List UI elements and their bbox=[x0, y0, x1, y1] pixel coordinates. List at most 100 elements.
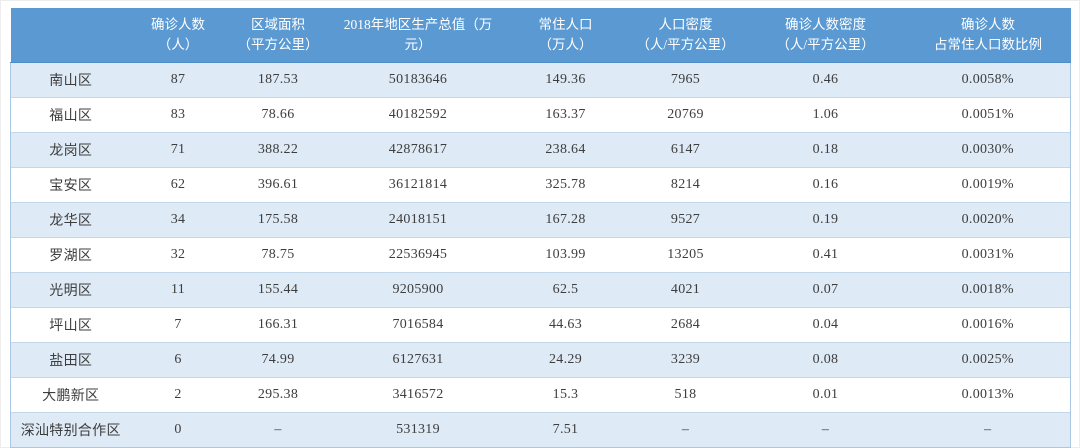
table-cell: 0.0031% bbox=[905, 237, 1071, 273]
table-cell: 2684 bbox=[625, 307, 746, 343]
table-cell: 78.66 bbox=[225, 97, 331, 133]
district-name: 宝安区 bbox=[10, 167, 131, 203]
table-cell: 0.0051% bbox=[905, 97, 1071, 133]
header-line: （人/平方公里） bbox=[776, 37, 875, 52]
table-row-深汕特别合作区: 深汕特别合作区 0–531319 7.51– – – bbox=[10, 412, 1071, 448]
table-cell: 325.78 bbox=[505, 167, 626, 203]
table-cell: 42878617 bbox=[330, 132, 506, 168]
table-cell: 11 bbox=[130, 272, 226, 308]
district-name: 罗湖区 bbox=[10, 237, 131, 273]
table-cell: 32 bbox=[130, 237, 226, 273]
table-cell: 166.31 bbox=[225, 307, 331, 343]
table-cell: 9205900 bbox=[330, 272, 506, 308]
header-row: 确诊人数 （人） 区域面积 （平方公里） 2018年地区生产总值（万 元） 常住人口 （万人）… bbox=[10, 8, 1071, 63]
table-cell: 1.06 bbox=[745, 97, 906, 133]
header-line: 元） bbox=[404, 37, 432, 52]
column-header-1: 确诊人数 （人） bbox=[130, 8, 226, 63]
header-line: 2018年地区生产总值（万 bbox=[343, 17, 493, 32]
table-cell: 22536945 bbox=[330, 237, 506, 273]
table-row-罗湖区: 罗湖区 32 78.75 22536945 103.99 13205 0.41 0.0031% bbox=[10, 237, 1071, 273]
table-cell: 0.01 bbox=[745, 377, 906, 413]
table-cell: 4021 bbox=[625, 272, 746, 308]
table-cell: 0.46 bbox=[745, 62, 906, 98]
district-name: 盐田区 bbox=[10, 342, 131, 378]
table-row-龙华区: 龙华区 34 175.58 24018151 167.28 9527 0.19 0.0020% bbox=[10, 202, 1071, 238]
table-header: 确诊人数 （人） 区域面积 （平方公里） 2018年地区生产总值（万 元） 常住人口 （万人）… bbox=[10, 8, 1071, 63]
table-cell: 149.36 bbox=[505, 62, 626, 98]
table-cell: 0.0016% bbox=[905, 307, 1071, 343]
table-cell: 167.28 bbox=[505, 202, 626, 238]
table-cell: 6 bbox=[130, 342, 226, 378]
table-cell: 50183646 bbox=[330, 62, 506, 98]
table-cell: 62 bbox=[130, 167, 226, 203]
table-row-坪山区: 坪山区 7 166.31 7016584 44.63 2684 0.04 0.0016% bbox=[10, 307, 1071, 343]
header-line: 确诊人数 bbox=[151, 17, 205, 32]
table-cell: 6147 bbox=[625, 132, 746, 168]
table-cell: 388.22 bbox=[225, 132, 331, 168]
header-line: （人） bbox=[157, 37, 199, 52]
header-line: （万人） bbox=[538, 37, 593, 52]
table-cell: 155.44 bbox=[225, 272, 331, 308]
table-cell: 531319 bbox=[330, 412, 506, 448]
table-cell: 24.29 bbox=[505, 342, 626, 378]
district-name: 深汕特别合作区 bbox=[10, 412, 131, 448]
table-cell: 36121814 bbox=[330, 167, 506, 203]
table-cell: 175.58 bbox=[225, 202, 331, 238]
table-cell: – bbox=[225, 412, 331, 448]
table-row-光明区: 光明区 11 155.44 9205900 62.5 4021 0.07 0.0018% bbox=[10, 272, 1071, 308]
header-line: （人/平方公里） bbox=[636, 37, 735, 52]
table-row-大鹏新区: 大鹏新区 2 295.38 3416572 15.3 518 0.01 0.0013% bbox=[10, 377, 1071, 413]
table-cell: 8214 bbox=[625, 167, 746, 203]
table-cell: 0.04 bbox=[745, 307, 906, 343]
table-cell: 7965 bbox=[625, 62, 746, 98]
column-header-6: 确诊人数密度 （人/平方公里） bbox=[745, 8, 906, 63]
table-cell: 0.0025% bbox=[905, 342, 1071, 378]
table-cell: 0.0030% bbox=[905, 132, 1071, 168]
header-line: 占常住人口数比例 bbox=[934, 37, 1042, 52]
district-name: 福山区 bbox=[10, 97, 131, 133]
table-cell: 0.07 bbox=[745, 272, 906, 308]
column-header-4: 常住人口 （万人） bbox=[505, 8, 626, 63]
table-cell: 44.63 bbox=[505, 307, 626, 343]
table-row-南山区: 南山区 87 187.53 50183646 149.36 7965 0.46 0.0058% bbox=[10, 62, 1071, 98]
column-header-3: 2018年地区生产总值（万 元） bbox=[330, 8, 506, 63]
column-header-5: 人口密度 （人/平方公里） bbox=[625, 8, 746, 63]
column-header-2: 区域面积 （平方公里） bbox=[225, 8, 331, 63]
table-cell: 0.0020% bbox=[905, 202, 1071, 238]
table-cell: 103.99 bbox=[505, 237, 626, 273]
header-line: （平方公里） bbox=[237, 37, 319, 52]
table-row-福山区: 福山区 83 78.66 40182592 163.37 20769 1.06 0.0051% bbox=[10, 97, 1071, 133]
column-header-0 bbox=[10, 8, 131, 63]
table-cell: 74.99 bbox=[225, 342, 331, 378]
header-line: 确诊人数密度 bbox=[785, 17, 866, 32]
table-cell: 0.0019% bbox=[905, 167, 1071, 203]
table-cell: 7.51 bbox=[505, 412, 626, 448]
district-name: 龙岗区 bbox=[10, 132, 131, 168]
table-cell: 0.0013% bbox=[905, 377, 1071, 413]
column-header-7: 确诊人数占常住人口数比例 bbox=[905, 8, 1071, 63]
districts-table: 确诊人数 （人） 区域面积 （平方公里） 2018年地区生产总值（万 元） 常住人口 （万人）… bbox=[10, 8, 1071, 448]
table-cell: 0.16 bbox=[745, 167, 906, 203]
header-line: 区域面积 bbox=[251, 17, 305, 32]
table-cell: 13205 bbox=[625, 237, 746, 273]
table-cell: 83 bbox=[130, 97, 226, 133]
district-name: 南山区 bbox=[10, 62, 131, 98]
table-cell: 87 bbox=[130, 62, 226, 98]
table-cell: – bbox=[745, 412, 906, 448]
table-cell: 238.64 bbox=[505, 132, 626, 168]
table-cell: 0.18 bbox=[745, 132, 906, 168]
table-cell: 20769 bbox=[625, 97, 746, 133]
district-name: 光明区 bbox=[10, 272, 131, 308]
table-cell: 62.5 bbox=[505, 272, 626, 308]
district-name: 大鹏新区 bbox=[10, 377, 131, 413]
header-line: 确诊人数 bbox=[961, 17, 1015, 32]
table-cell: 6127631 bbox=[330, 342, 506, 378]
table-cell: 0.41 bbox=[745, 237, 906, 273]
table-row-龙岗区: 龙岗区 71 388.22 42878617 238.64 6147 0.18 0.0030% bbox=[10, 132, 1071, 168]
district-name: 龙华区 bbox=[10, 202, 131, 238]
table-cell: 3416572 bbox=[330, 377, 506, 413]
table-cell: 71 bbox=[130, 132, 226, 168]
table-cell: 0.0018% bbox=[905, 272, 1071, 308]
table-cell: – bbox=[625, 412, 746, 448]
